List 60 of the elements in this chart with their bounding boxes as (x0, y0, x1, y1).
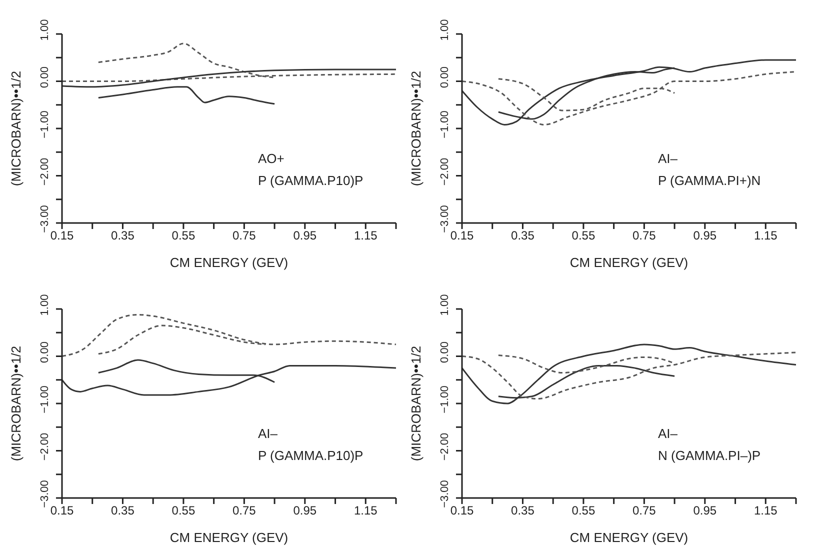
annotation: AI– (658, 425, 679, 443)
x-tick-label: 0.75 (632, 228, 656, 243)
annotation: P (GAMMA.P10)P (258, 172, 364, 190)
y-tick-label: 0.00 (439, 342, 451, 363)
annotation: N (GAMMA.PI–)P (658, 447, 761, 465)
y-tick-label: −3.00 (439, 480, 451, 508)
x-tick-label: 0.15 (450, 504, 474, 518)
x-axis-title: CM ENERGY (GEV) (170, 530, 288, 545)
x-tick-label: 0.15 (450, 228, 474, 243)
y-tick-label: −2.00 (39, 158, 51, 186)
annotation: P (GAMMA.PI+)N (658, 172, 761, 190)
y-tick-label: −1.00 (39, 110, 51, 138)
x-tick-label: 0.15 (50, 504, 74, 518)
annotation: AI– (258, 425, 279, 443)
x-tick-label: 0.35 (111, 504, 135, 518)
y-tick-label: 0.00 (439, 66, 451, 88)
x-tick-label: 0.55 (572, 228, 596, 243)
x-tick-label: 0.55 (172, 228, 196, 243)
y-tick-label: 1.00 (39, 19, 51, 41)
y-tick-label: −3.00 (439, 205, 451, 233)
y-tick-label: −2.00 (39, 432, 51, 461)
annotation: P (GAMMA.P10)P (258, 447, 364, 465)
annotation: AO+ (258, 150, 286, 168)
y-axis-title: (MICROBARN)••1/2 (408, 70, 424, 186)
y-tick-label: −1.00 (39, 386, 51, 414)
x-tick-label: 0.15 (50, 228, 74, 243)
y-tick-label: −1.00 (439, 110, 451, 138)
y-axis-title: (MICROBARN)••1/2 (8, 346, 24, 462)
y-tick-label: −2.00 (439, 432, 451, 461)
x-tick-label: 1.15 (354, 228, 378, 243)
x-tick-label: 1.15 (354, 504, 378, 518)
x-tick-label: 0.55 (172, 504, 196, 518)
x-tick-label: 0.95 (293, 504, 317, 518)
y-tick-label: 0.00 (39, 342, 51, 363)
x-tick-label: 0.75 (632, 504, 656, 518)
y-tick-label: −1.00 (439, 386, 451, 414)
y-axis-title: (MICROBARN)••1/2 (8, 70, 24, 186)
x-tick-label: 0.35 (111, 228, 135, 243)
x-tick-label: 0.35 (511, 228, 535, 243)
x-axis-title: CM ENERGY (GEV) (570, 530, 688, 545)
x-tick-label: 0.95 (293, 228, 317, 243)
y-axis-title: (MICROBARN)••1/2 (408, 346, 424, 462)
x-tick-label: 1.15 (754, 228, 778, 243)
y-tick-label: −3.00 (39, 480, 51, 508)
y-tick-label: −3.00 (39, 205, 51, 233)
x-tick-label: 0.95 (693, 228, 717, 243)
x-axis-title: CM ENERGY (GEV) (570, 255, 688, 270)
x-tick-label: 1.15 (754, 504, 778, 518)
x-tick-label: 0.75 (232, 228, 256, 243)
y-tick-label: 1.00 (439, 19, 451, 41)
annotation: AI– (658, 150, 679, 168)
y-tick-label: −2.00 (439, 158, 451, 186)
x-tick-label: 0.95 (693, 504, 717, 518)
x-tick-label: 0.75 (232, 504, 256, 518)
x-tick-label: 0.55 (572, 504, 596, 518)
y-tick-label: 0.00 (39, 66, 51, 88)
y-tick-label: 1.00 (439, 294, 451, 316)
x-axis-title: CM ENERGY (GEV) (170, 255, 288, 270)
x-tick-label: 0.35 (511, 504, 535, 518)
y-tick-label: 1.00 (39, 294, 51, 316)
